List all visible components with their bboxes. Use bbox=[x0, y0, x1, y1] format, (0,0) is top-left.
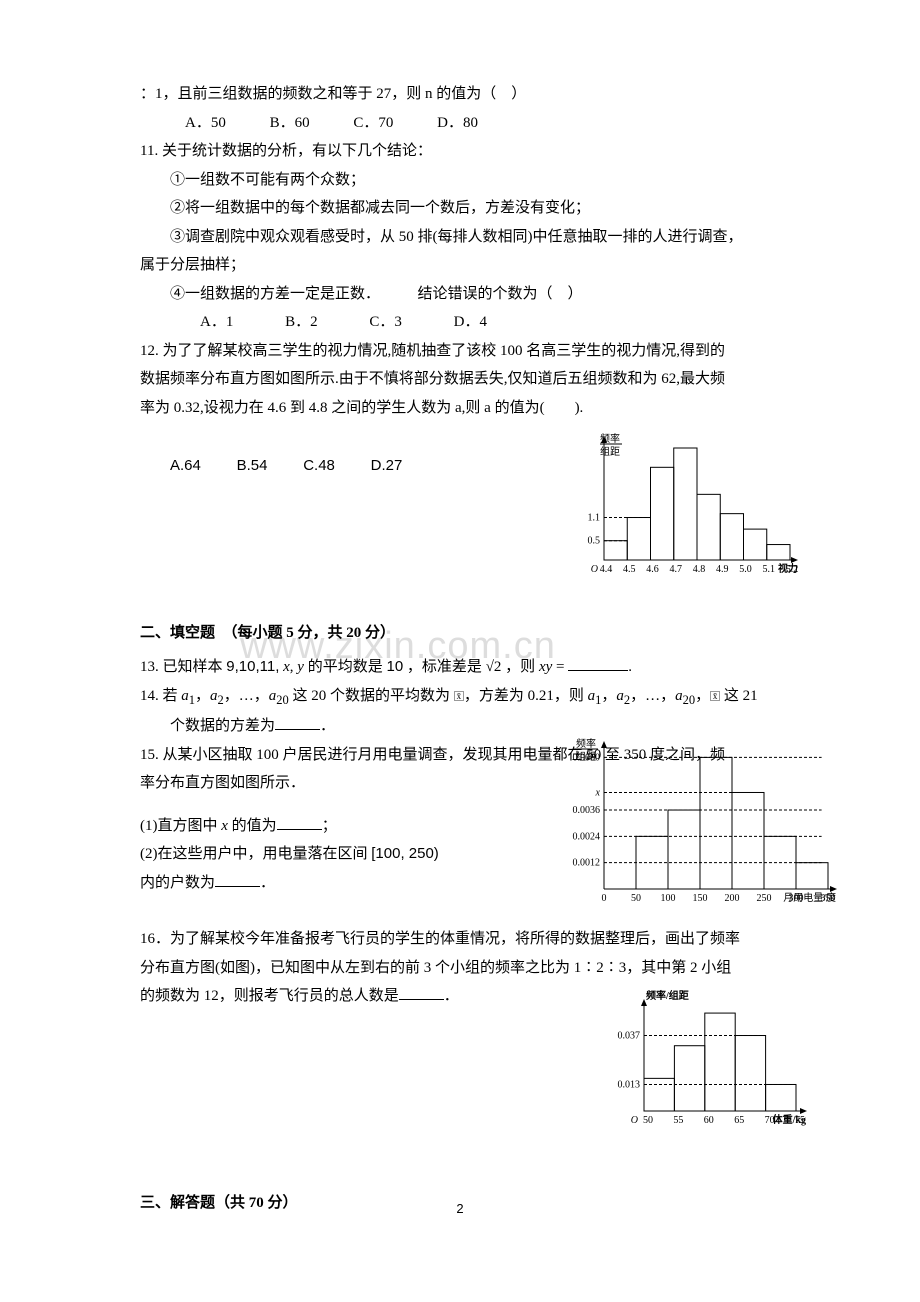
svg-text:频率/组距: 频率/组距 bbox=[646, 989, 689, 1002]
placeholder-icon: x̄ bbox=[454, 691, 464, 701]
svg-text:0.5: 0.5 bbox=[588, 536, 601, 547]
svg-text:0.0060: 0.0060 bbox=[573, 752, 601, 763]
svg-text:x: x bbox=[595, 787, 601, 798]
svg-text:50: 50 bbox=[643, 1115, 653, 1126]
svg-text:月用电量/度: 月用电量/度 bbox=[783, 891, 836, 904]
svg-text:O: O bbox=[631, 1115, 638, 1126]
q16-wrap: 16．为了解某校今年准备报考飞行员的学生的体重情况，将所得的数据整理后，画出了频… bbox=[140, 925, 800, 1011]
svg-text:4.9: 4.9 bbox=[716, 564, 729, 575]
svg-text:50: 50 bbox=[631, 893, 641, 904]
svg-text:0.0012: 0.0012 bbox=[573, 857, 601, 868]
q11-options: A．1 B．2 C．3 D．4 bbox=[140, 308, 800, 337]
svg-text:60: 60 bbox=[704, 1115, 714, 1126]
q10-opt-d: D．80 bbox=[437, 109, 478, 138]
svg-text:频率: 频率 bbox=[576, 737, 596, 750]
q11-s4: ④一组数据的方差一定是正数． 结论错误的个数为（ ） bbox=[140, 280, 800, 309]
svg-text:0.037: 0.037 bbox=[618, 1031, 641, 1042]
q10-remainder: ：1，且前三组数据的频数之和等于 27，则 n 的值为（ ） bbox=[140, 80, 800, 109]
q11-opt-c: C．3 bbox=[369, 308, 402, 337]
q12-l2: 数据频率分布直方图如图所示.由于不慎将部分数据丢失,仅知道后五组频数和为 62,… bbox=[140, 365, 800, 394]
q12-opt-c: C.48 bbox=[303, 452, 335, 481]
svg-text:4.8: 4.8 bbox=[693, 564, 706, 575]
q16-histogram: 频率/组距0.0130.037O505560657075体重/kg bbox=[600, 989, 820, 1150]
q11-opt-a: A．1 bbox=[200, 308, 233, 337]
section-3-title: 三、解答题（共 70 分） bbox=[140, 1189, 800, 1218]
q10-opt-b: B．60 bbox=[270, 109, 310, 138]
q16-l2: 分布直方图(如图)，已知图中从左到右的前 3 个小组的频率之比为 1∶2∶3，其… bbox=[140, 954, 800, 983]
q11-s2: ②将一组数据中的每个数据都减去同一个数后，方差没有变化； bbox=[140, 194, 800, 223]
q12-histogram: 频率组距0.51.1O4.44.54.64.74.84.95.05.15.2视力 bbox=[570, 430, 800, 591]
svg-text:0.0024: 0.0024 bbox=[573, 831, 601, 842]
page-content: ：1，且前三组数据的频数之和等于 27，则 n 的值为（ ） A．50 B．60… bbox=[140, 80, 800, 1217]
q11-s1: ①一组数不可能有两个众数； bbox=[140, 166, 800, 195]
placeholder-icon: x̄ bbox=[710, 691, 720, 701]
svg-text:250: 250 bbox=[757, 893, 772, 904]
svg-text:组距: 组距 bbox=[600, 445, 620, 458]
q12-opt-b: B.54 bbox=[237, 452, 268, 481]
q14a: 14. 若 a1，a2，…，a20 这 20 个数据的平均数为 x̄，方差为 0… bbox=[140, 682, 800, 713]
section-2-title: 二、填空题 （每小题 5 分，共 20 分） bbox=[140, 619, 800, 648]
q10-options: A．50 B．60 C．70 D．80 bbox=[140, 109, 800, 138]
q12-opt-d: D.27 bbox=[371, 452, 403, 481]
svg-text:0: 0 bbox=[602, 893, 607, 904]
svg-text:5.1: 5.1 bbox=[763, 564, 776, 575]
svg-text:100: 100 bbox=[661, 893, 676, 904]
svg-text:视力: 视力 bbox=[778, 562, 798, 575]
q11-s3b: 属于分层抽样； bbox=[140, 251, 800, 280]
svg-text:200: 200 bbox=[725, 893, 740, 904]
q15-histogram: 频率组距0.00120.00240.00360.0060x05010015020… bbox=[550, 737, 840, 923]
svg-text:65: 65 bbox=[734, 1115, 744, 1126]
q12-opt-a: A.64 bbox=[170, 452, 201, 481]
q12-l1: 12. 为了了解某校高三学生的视力情况,随机抽查了该校 100 名高三学生的视力… bbox=[140, 337, 800, 366]
q16-l1: 16．为了解某校今年准备报考飞行员的学生的体重情况，将所得的数据整理后，画出了频… bbox=[140, 925, 800, 954]
svg-text:55: 55 bbox=[673, 1115, 683, 1126]
svg-text:5.0: 5.0 bbox=[739, 564, 752, 575]
svg-text:体重/kg: 体重/kg bbox=[773, 1113, 806, 1126]
svg-text:0.0036: 0.0036 bbox=[573, 805, 601, 816]
svg-text:O: O bbox=[591, 564, 598, 575]
q10-opt-a: A．50 bbox=[185, 109, 226, 138]
q12-l3: 率为 0.32,设视力在 4.6 到 4.8 之间的学生人数为 a,则 a 的值… bbox=[140, 394, 800, 423]
svg-text:4.7: 4.7 bbox=[670, 564, 683, 575]
q11-opt-d: D．4 bbox=[454, 308, 487, 337]
q11-opt-b: B．2 bbox=[285, 308, 318, 337]
q13: 13. 已知样本 9,10,11, x, y 的平均数是 10 ，标准差是 √2… bbox=[140, 653, 800, 682]
q11-s3a: ③调查剧院中观众观看感受时，从 50 排(每排人数相同)中任意抽取一排的人进行调… bbox=[140, 223, 800, 252]
q12-options: A.64 B.54 C.48 D.27 bbox=[140, 452, 434, 481]
q15-wrap: 15. 从某小区抽取 100 户居民进行月用电量调查，发现其用电量都在 50 至… bbox=[140, 741, 800, 898]
svg-text:150: 150 bbox=[693, 893, 708, 904]
svg-text:4.5: 4.5 bbox=[623, 564, 636, 575]
svg-text:1.1: 1.1 bbox=[588, 513, 601, 524]
q10-opt-c: C．70 bbox=[353, 109, 393, 138]
q11-stem: 11. 关于统计数据的分析，有以下几个结论： bbox=[140, 137, 800, 166]
q12-row: A.64 B.54 C.48 D.27 频率组距0.51.1O4.44.54.6… bbox=[140, 430, 800, 591]
svg-text:4.4: 4.4 bbox=[600, 564, 613, 575]
svg-text:0.013: 0.013 bbox=[618, 1080, 641, 1091]
svg-text:4.6: 4.6 bbox=[646, 564, 659, 575]
